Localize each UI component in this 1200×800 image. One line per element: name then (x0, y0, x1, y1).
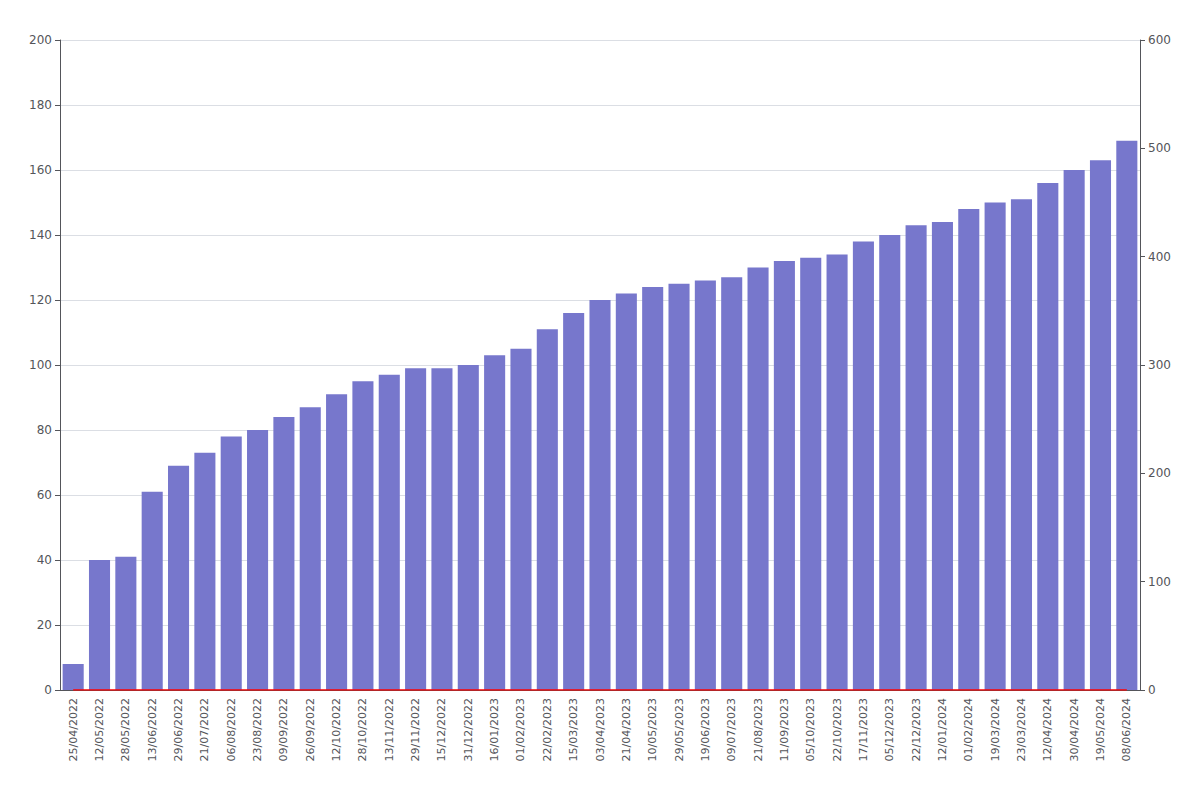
svg-text:12/05/2022: 12/05/2022 (93, 698, 106, 761)
svg-text:13/06/2022: 13/06/2022 (146, 698, 159, 761)
svg-text:15/03/2023: 15/03/2023 (567, 698, 580, 761)
svg-text:23/08/2022: 23/08/2022 (251, 698, 264, 761)
svg-text:12/01/2024: 12/01/2024 (936, 698, 949, 761)
svg-text:300: 300 (1148, 358, 1171, 372)
svg-text:29/11/2022: 29/11/2022 (409, 698, 422, 761)
svg-text:100: 100 (1148, 575, 1171, 589)
svg-text:26/09/2022: 26/09/2022 (304, 698, 317, 761)
svg-text:29/06/2022: 29/06/2022 (172, 698, 185, 761)
svg-text:180: 180 (29, 98, 52, 112)
svg-text:40: 40 (37, 553, 52, 567)
svg-text:19/05/2024: 19/05/2024 (1094, 698, 1107, 761)
svg-text:03/04/2023: 03/04/2023 (594, 698, 607, 761)
svg-text:09/09/2022: 09/09/2022 (277, 698, 290, 761)
svg-text:21/04/2023: 21/04/2023 (620, 698, 633, 761)
svg-text:01/02/2024: 01/02/2024 (962, 698, 975, 761)
svg-text:160: 160 (29, 163, 52, 177)
svg-text:29/05/2023: 29/05/2023 (673, 698, 686, 761)
svg-text:13/11/2022: 13/11/2022 (383, 698, 396, 761)
svg-text:23/03/2024: 23/03/2024 (1015, 698, 1028, 761)
svg-text:21/08/2023: 21/08/2023 (752, 698, 765, 761)
svg-text:80: 80 (37, 423, 52, 437)
svg-text:22/10/2023: 22/10/2023 (831, 698, 844, 761)
svg-text:28/10/2022: 28/10/2022 (356, 698, 369, 761)
svg-text:21/07/2022: 21/07/2022 (198, 698, 211, 761)
svg-text:20: 20 (37, 618, 52, 632)
svg-text:22/12/2023: 22/12/2023 (910, 698, 923, 761)
svg-text:400: 400 (1148, 250, 1171, 264)
svg-text:0: 0 (1148, 683, 1156, 697)
svg-text:05/10/2023: 05/10/2023 (804, 698, 817, 761)
svg-text:200: 200 (29, 33, 52, 47)
svg-text:500: 500 (1148, 141, 1171, 155)
svg-text:01/02/2023: 01/02/2023 (514, 698, 527, 761)
svg-text:28/05/2022: 28/05/2022 (119, 698, 132, 761)
svg-text:31/12/2022: 31/12/2022 (462, 698, 475, 761)
svg-text:05/12/2023: 05/12/2023 (883, 698, 896, 761)
svg-text:08/06/2024: 08/06/2024 (1120, 698, 1133, 761)
svg-text:19/03/2024: 19/03/2024 (989, 698, 1002, 761)
svg-text:140: 140 (29, 228, 52, 242)
svg-text:60: 60 (37, 488, 52, 502)
svg-text:25/04/2022: 25/04/2022 (67, 698, 80, 761)
svg-text:10/05/2023: 10/05/2023 (646, 698, 659, 761)
svg-text:09/07/2023: 09/07/2023 (725, 698, 738, 761)
svg-text:0: 0 (44, 683, 52, 697)
svg-text:600: 600 (1148, 33, 1171, 47)
svg-text:19/06/2023: 19/06/2023 (699, 698, 712, 761)
svg-text:12/10/2022: 12/10/2022 (330, 698, 343, 761)
svg-text:15/12/2022: 15/12/2022 (435, 698, 448, 761)
svg-text:22/02/2023: 22/02/2023 (541, 698, 554, 761)
svg-text:200: 200 (1148, 466, 1171, 480)
svg-text:30/04/2024: 30/04/2024 (1068, 698, 1081, 761)
svg-text:17/11/2023: 17/11/2023 (857, 698, 870, 761)
svg-text:100: 100 (29, 358, 52, 372)
svg-text:120: 120 (29, 293, 52, 307)
svg-text:16/01/2023: 16/01/2023 (488, 698, 501, 761)
svg-text:06/08/2022: 06/08/2022 (225, 698, 238, 761)
svg-text:11/09/2023: 11/09/2023 (778, 698, 791, 761)
svg-text:12/04/2024: 12/04/2024 (1041, 698, 1054, 761)
